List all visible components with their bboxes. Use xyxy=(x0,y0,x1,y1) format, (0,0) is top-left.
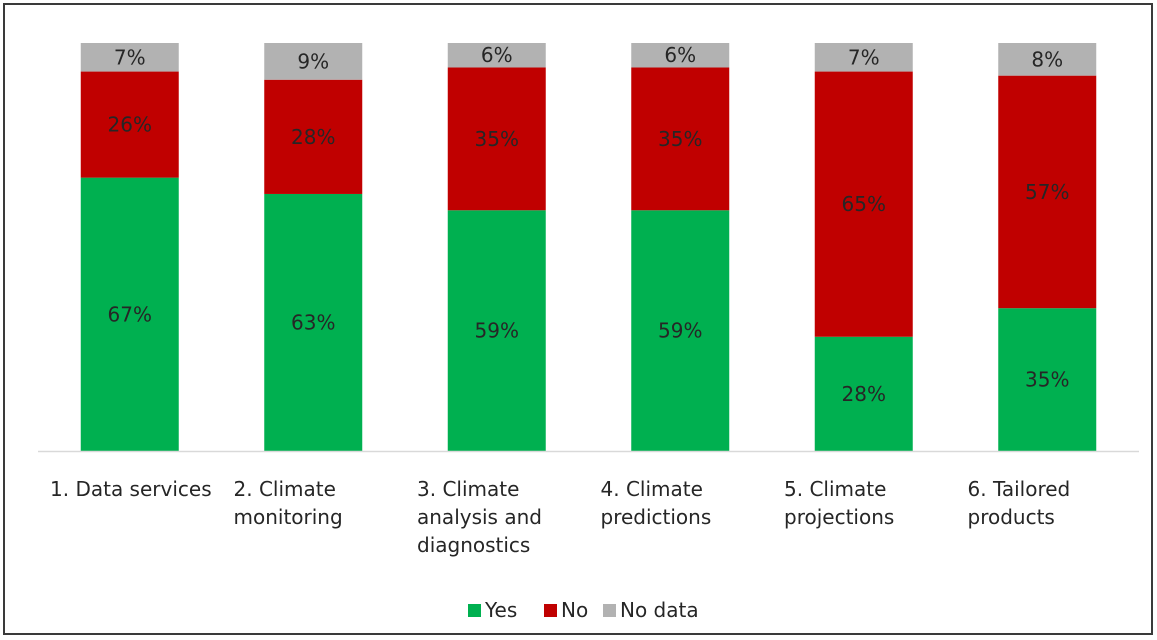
data-label-no-data-2: 9% xyxy=(297,49,329,73)
legend-label-yes: Yes xyxy=(484,598,517,622)
data-label-yes-1: 67% xyxy=(108,302,152,326)
data-label-no-5: 65% xyxy=(842,192,886,216)
stacked-bar-chart: 67% 26% 7% 63% 28% 9% 59% 35% 6% 59% 35% 6% 28% 65% 7%… xyxy=(38,43,1139,622)
data-label-no-6: 57% xyxy=(1025,180,1069,204)
data-label-no-2: 28% xyxy=(291,125,335,149)
bar-segment-no-6 xyxy=(998,75,1097,309)
category-label-6: 6. Tailored products xyxy=(968,477,1071,529)
data-label-no-data-1: 7% xyxy=(114,45,146,69)
legend-swatch-no-data xyxy=(603,604,616,617)
bar-segment-no-1 xyxy=(80,71,179,178)
bar-segment-no-data-6 xyxy=(998,43,1097,76)
data-label-yes-3: 59% xyxy=(475,319,519,343)
legend-label-no-data: No data xyxy=(620,598,699,622)
bar-segment-yes-4 xyxy=(631,210,730,451)
bar-segment-yes-3 xyxy=(447,210,546,451)
data-label-no-data-4: 6% xyxy=(664,43,696,67)
data-label-no-3: 35% xyxy=(475,127,519,151)
legend-swatch-yes xyxy=(468,604,481,617)
bar-segment-no-data-3 xyxy=(447,43,546,68)
category-label-1: 1. Data services xyxy=(50,477,212,501)
data-label-no-1: 26% xyxy=(108,113,152,137)
data-label-no-data-3: 6% xyxy=(481,43,513,67)
data-label-no-data-6: 8% xyxy=(1031,47,1063,71)
bar-segment-yes-1 xyxy=(80,177,179,451)
legend: Yes No No data xyxy=(468,598,699,622)
data-label-yes-5: 28% xyxy=(842,382,886,406)
bar-segment-no-3 xyxy=(447,67,546,211)
bar-segment-no-data-1 xyxy=(80,43,179,72)
bar-segment-yes-5 xyxy=(814,336,913,451)
category-label-3: 3. Climate analysis and diagnostics xyxy=(417,477,542,557)
category-labels-layer: 1. Data services 2. Climate monitoring 3. C… xyxy=(50,477,1070,557)
legend-label-no: No xyxy=(561,598,588,622)
data-label-no-data-5: 7% xyxy=(848,45,880,69)
bar-segment-no-data-2 xyxy=(264,43,363,80)
data-label-yes-6: 35% xyxy=(1025,368,1069,392)
bar-segment-yes-2 xyxy=(264,193,363,451)
bar-segment-yes-6 xyxy=(998,308,1097,451)
bar-segment-no-5 xyxy=(814,71,913,337)
chart-frame: 67% 26% 7% 63% 28% 9% 59% 35% 6% 59% 35% 6% 28% 65% 7%… xyxy=(3,3,1153,635)
bar-segment-no-4 xyxy=(631,67,730,211)
bar-segment-no-data-5 xyxy=(814,43,913,72)
data-label-yes-2: 63% xyxy=(291,310,335,334)
data-label-no-4: 35% xyxy=(658,127,702,151)
category-label-5: 5. Climate projections xyxy=(784,477,894,529)
bar-segment-no-data-4 xyxy=(631,43,730,68)
legend-swatch-no xyxy=(544,604,557,617)
data-labels-layer: 67% 26% 7% 63% 28% 9% 59% 35% 6% 59% 35% 6% 28% 65% 7%… xyxy=(108,43,1070,406)
bars-layer xyxy=(80,43,1097,451)
category-label-2: 2. Climate monitoring xyxy=(234,477,343,529)
data-label-yes-4: 59% xyxy=(658,319,702,343)
category-label-4: 4. Climate predictions xyxy=(601,477,712,529)
bar-segment-no-2 xyxy=(264,79,363,194)
